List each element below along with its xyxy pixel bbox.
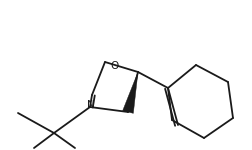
Polygon shape <box>122 72 137 113</box>
Text: N: N <box>87 100 94 110</box>
Text: O: O <box>110 61 119 71</box>
